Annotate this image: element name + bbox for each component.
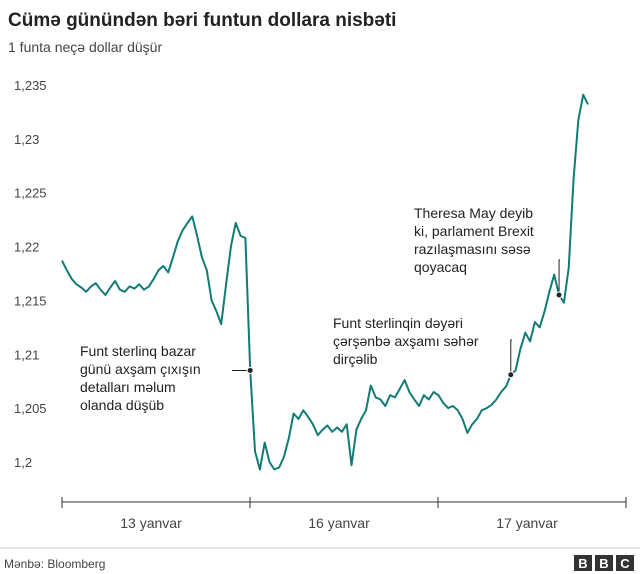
annotation: Funt sterlinq bazar — [80, 343, 196, 359]
x-tick-label: 13 yanvar — [120, 515, 182, 531]
logo-letter: B — [578, 556, 587, 571]
annotation-dot — [507, 371, 515, 379]
y-tick-label: 1,22 — [14, 240, 39, 255]
y-tick-label: 1,21 — [14, 347, 39, 362]
annotation: Theresa May deyib — [414, 205, 533, 221]
y-tick-label: 1,205 — [14, 401, 47, 416]
y-tick-label: 1,225 — [14, 186, 47, 201]
annotation: çərşənbə axşamı səhər — [333, 333, 479, 349]
annotation: razılaşmasını səsə — [414, 241, 531, 257]
annotation-leader — [558, 259, 560, 296]
annotation: Funt sterlinqin dəyəri — [333, 315, 463, 331]
y-tick-label: 1,235 — [14, 78, 47, 93]
annotation-dot — [555, 291, 563, 299]
annotation-dot — [246, 366, 254, 374]
annotation: qoyacaq — [414, 259, 467, 275]
y-tick-label: 1,2 — [14, 455, 32, 470]
line — [61, 93, 589, 471]
y-tick-label: 1,215 — [14, 293, 47, 308]
annotation-leader — [510, 339, 512, 375]
source: Mənbə: Bloomberg — [4, 557, 105, 571]
logo-box — [595, 555, 613, 571]
logo-box — [574, 555, 592, 571]
logo-box — [616, 555, 634, 571]
annotation: olanda düşüb — [80, 397, 164, 413]
y-tick-label: 1,23 — [14, 132, 39, 147]
annotation: ki, parlament Brexit — [414, 223, 534, 239]
chart-subtitle: 1 funta neçə dollar düşür — [8, 39, 162, 55]
annotation: detalları məlum — [80, 379, 176, 395]
x-tick-label: 16 yanvar — [308, 515, 370, 531]
annotation: dirçəlib — [333, 351, 378, 367]
logo-letter: C — [620, 556, 630, 571]
logo-letter: B — [599, 556, 608, 571]
annotation: günü axşam çıxışın — [80, 361, 201, 377]
chart-title: Cümə günündən bəri funtun dollara nisbət… — [8, 10, 396, 31]
x-tick-label: 17 yanvar — [496, 515, 558, 531]
